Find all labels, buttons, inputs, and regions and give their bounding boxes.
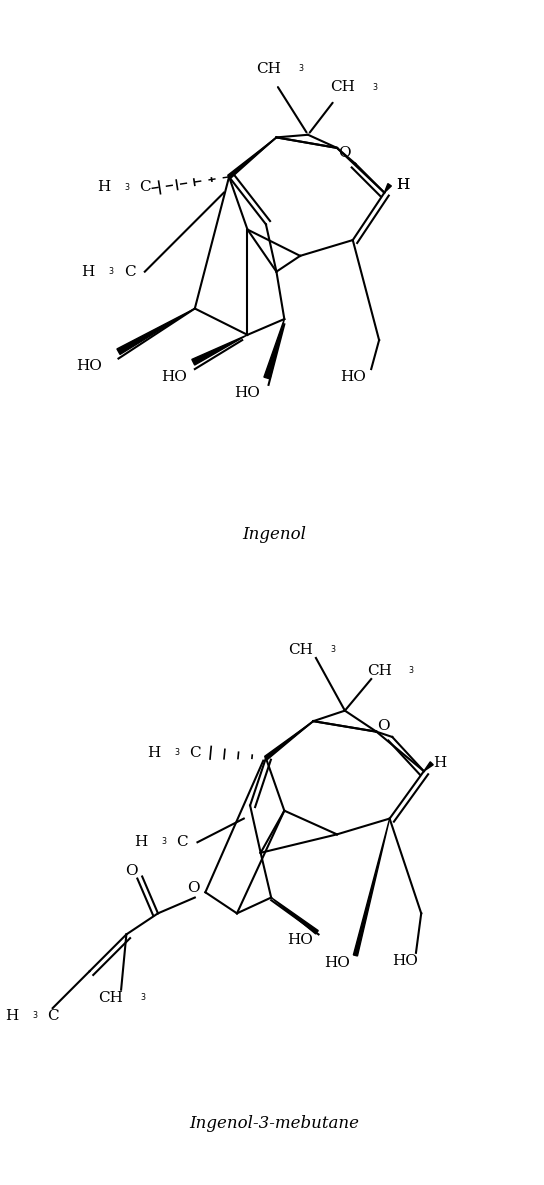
Text: C: C: [176, 835, 188, 850]
Text: C: C: [189, 745, 201, 760]
Text: $_3$: $_3$: [409, 665, 415, 678]
Text: HO: HO: [161, 370, 187, 384]
Text: $_3$: $_3$: [330, 643, 336, 656]
Text: H: H: [97, 180, 110, 194]
Text: C: C: [47, 1008, 59, 1023]
Text: $_3$: $_3$: [32, 1010, 38, 1023]
Text: H: H: [396, 178, 410, 192]
Text: H: H: [433, 756, 446, 770]
Text: HO: HO: [340, 370, 366, 384]
Text: CH: CH: [98, 991, 123, 1005]
Text: $_3$: $_3$: [160, 837, 167, 848]
Text: CH: CH: [367, 664, 392, 678]
Text: CH: CH: [256, 62, 281, 76]
Text: H: H: [147, 745, 160, 760]
Text: H: H: [134, 835, 147, 850]
Text: Ingenol-3-mebutane: Ingenol-3-mebutane: [189, 1115, 359, 1133]
Text: H: H: [396, 178, 410, 192]
Text: O: O: [338, 146, 351, 160]
Polygon shape: [354, 819, 390, 956]
Text: $_3$: $_3$: [174, 747, 180, 758]
Polygon shape: [271, 897, 318, 934]
Polygon shape: [192, 335, 248, 365]
Polygon shape: [117, 308, 195, 354]
Text: HO: HO: [77, 359, 102, 373]
Text: HO: HO: [392, 954, 418, 968]
Polygon shape: [424, 762, 433, 771]
Text: C: C: [123, 264, 135, 278]
Text: O: O: [377, 719, 390, 734]
Text: H: H: [5, 1008, 18, 1023]
Text: $_3$: $_3$: [140, 992, 146, 1004]
Text: HO: HO: [234, 386, 261, 399]
Text: HO: HO: [287, 933, 313, 947]
Polygon shape: [228, 137, 276, 179]
Text: $_3$: $_3$: [123, 181, 130, 193]
Polygon shape: [264, 319, 285, 379]
Text: $_3$: $_3$: [372, 82, 378, 94]
Text: $_3$: $_3$: [108, 265, 114, 277]
Text: C: C: [140, 180, 151, 194]
Text: CH: CH: [288, 643, 313, 658]
Text: O: O: [188, 882, 200, 895]
Text: CH: CH: [330, 81, 355, 95]
Text: $_3$: $_3$: [298, 63, 305, 75]
Text: H: H: [82, 264, 95, 278]
Text: O: O: [125, 864, 138, 878]
Text: HO: HO: [324, 956, 350, 971]
Polygon shape: [385, 184, 391, 193]
Text: Ingenol: Ingenol: [242, 526, 306, 544]
Polygon shape: [264, 722, 313, 760]
